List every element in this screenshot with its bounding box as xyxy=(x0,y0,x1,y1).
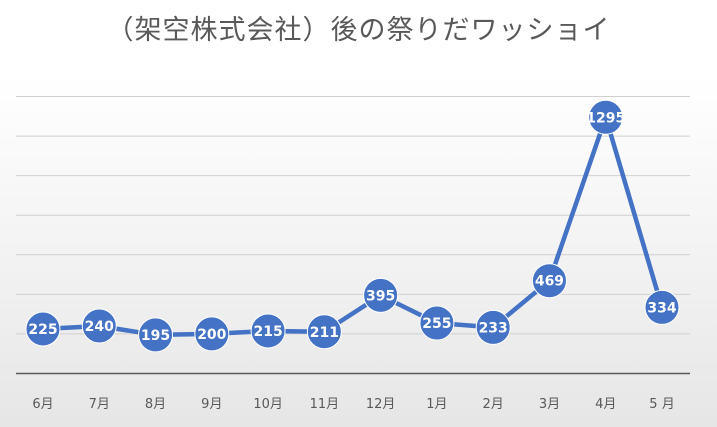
data-point-group: 225 xyxy=(25,311,61,347)
data-point-marker xyxy=(25,311,61,347)
data-point-marker xyxy=(531,263,567,299)
data-point-marker xyxy=(81,308,117,344)
x-tick-label: 2月 xyxy=(483,397,504,412)
x-tick-label: 7月 xyxy=(89,397,110,412)
data-point-group: 215 xyxy=(250,313,286,349)
data-point-group: 395 xyxy=(363,277,399,313)
data-label: 395 xyxy=(366,288,395,304)
data-point-marker xyxy=(363,277,399,313)
x-tick-label: 8月 xyxy=(145,397,166,412)
data-label: 469 xyxy=(535,274,564,290)
data-label: 255 xyxy=(422,316,451,332)
data-point-marker xyxy=(306,314,342,350)
data-point-group: 195 xyxy=(138,317,174,353)
data-point-group: 233 xyxy=(475,309,511,345)
series-line xyxy=(40,115,665,338)
data-label: 334 xyxy=(647,300,676,316)
data-label: 1295 xyxy=(586,110,625,126)
data-point-group: 255 xyxy=(419,305,455,341)
data-point-marker xyxy=(419,305,455,341)
data-point-marker xyxy=(194,316,230,352)
x-tick-label: 3月 xyxy=(539,397,560,412)
data-points: 225 240 195 200 215 211 395 255 233 469 1295 334 xyxy=(25,99,680,353)
data-point-group: 211 xyxy=(306,314,342,350)
data-label: 215 xyxy=(253,324,282,340)
x-tick-label: 11月 xyxy=(310,397,340,412)
x-tick-label: 1月 xyxy=(426,397,447,412)
data-point-marker xyxy=(138,317,174,353)
series-group xyxy=(40,115,665,338)
data-point-group: 240 xyxy=(81,308,117,344)
chart-title: （架空株式会社）後の祭りだワッショイ xyxy=(106,15,611,46)
x-tick-label: 12月 xyxy=(366,397,396,412)
data-point-group: 200 xyxy=(194,316,230,352)
data-label: 240 xyxy=(85,319,114,335)
data-point-group: 334 xyxy=(644,289,680,325)
data-label: 211 xyxy=(310,325,339,341)
gridlines xyxy=(16,96,690,335)
data-point-marker xyxy=(644,289,680,325)
data-label: 233 xyxy=(479,320,508,336)
x-tick-label: 6月 xyxy=(32,397,53,412)
data-point-group: 1295 xyxy=(586,99,625,135)
x-tick-label: 5 月 xyxy=(649,397,674,412)
data-point-marker xyxy=(475,309,511,345)
x-axis-tick-labels: 6月 7月 8月 9月 10月 11月 12月 1月 2月 3月 4月 5 月 xyxy=(32,397,674,412)
data-label: 200 xyxy=(197,327,226,343)
data-point-marker xyxy=(588,99,624,135)
data-label: 225 xyxy=(28,322,57,338)
data-point-group: 469 xyxy=(531,263,567,299)
x-tick-label: 9月 xyxy=(201,397,222,412)
data-label: 195 xyxy=(141,328,170,344)
x-tick-label: 10月 xyxy=(253,397,283,412)
x-tick-label: 4月 xyxy=(595,397,616,412)
data-point-marker xyxy=(250,313,286,349)
